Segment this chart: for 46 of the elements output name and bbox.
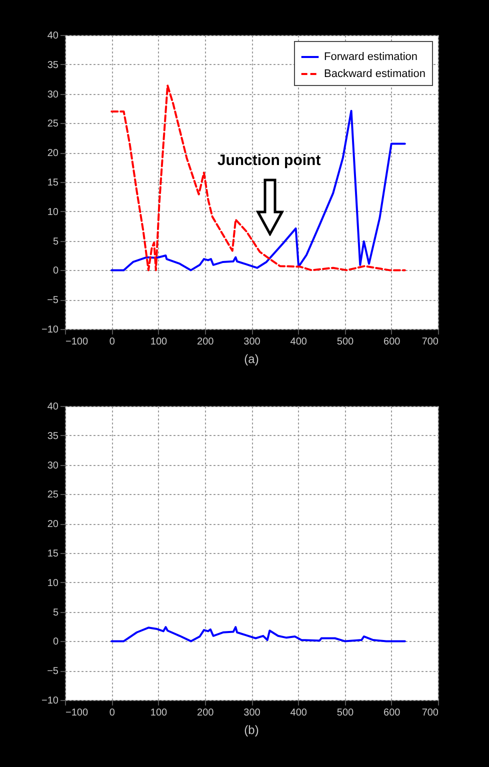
x-tick-label: 500 xyxy=(336,708,354,718)
y-tick-label: 30 xyxy=(47,460,59,472)
y-tick-label: 0 xyxy=(52,266,59,277)
x-tick-label: 400 xyxy=(290,708,308,718)
y-tick-label: 20 xyxy=(47,519,59,530)
x-tick-label: 700 xyxy=(422,708,439,718)
x-tick-label: 300 xyxy=(244,708,261,718)
x-tick-label: 200 xyxy=(197,336,214,348)
x-tick-label: 100 xyxy=(150,708,168,718)
y-tick-label: 35 xyxy=(47,430,59,442)
x-tick-label: 700 xyxy=(422,336,439,348)
x-tick-label: 0 xyxy=(109,708,116,718)
y-tick-label: 30 xyxy=(47,89,59,100)
x-tick-label: 400 xyxy=(290,336,308,348)
y-tick-label: −10 xyxy=(42,696,59,706)
text: (a) xyxy=(244,352,259,366)
legend-label: Backward estimation xyxy=(324,68,426,80)
y-tick-label: 15 xyxy=(47,548,59,560)
y-tick-label: 5 xyxy=(52,607,59,618)
text: (b) xyxy=(244,723,259,737)
x-tick-label: 100 xyxy=(150,336,168,348)
y-tick-label: 5 xyxy=(52,236,59,248)
y-tick-label: 10 xyxy=(47,206,59,218)
x-tick-label: −100 xyxy=(66,336,88,348)
annotation: Junction point xyxy=(217,152,321,169)
y-tick-label: 35 xyxy=(47,60,59,71)
x-tick-label: 200 xyxy=(197,708,214,718)
x-tick-label: 600 xyxy=(384,336,401,348)
y-tick-label: 15 xyxy=(47,178,59,188)
x-tick-label: 0 xyxy=(109,336,116,348)
x-tick-label: 300 xyxy=(244,336,261,348)
y-tick-label: 10 xyxy=(47,578,59,589)
y-tick-label: 25 xyxy=(47,118,59,130)
line-series xyxy=(110,626,406,642)
y-tick-label: −5 xyxy=(47,666,59,678)
y-tick-label: 25 xyxy=(47,490,59,501)
y-tick-label: 40 xyxy=(47,30,59,42)
x-tick-label: 600 xyxy=(384,708,401,718)
y-tick-label: 40 xyxy=(47,402,59,412)
y-tick-label: −5 xyxy=(47,295,59,306)
x-tick-label: −100 xyxy=(66,708,88,718)
y-tick-label: 0 xyxy=(52,636,59,648)
y-tick-label: 20 xyxy=(47,148,59,160)
y-tick-label: −10 xyxy=(42,324,59,336)
x-tick-label: 500 xyxy=(336,336,354,348)
legend-label: Forward estimation xyxy=(324,51,418,63)
